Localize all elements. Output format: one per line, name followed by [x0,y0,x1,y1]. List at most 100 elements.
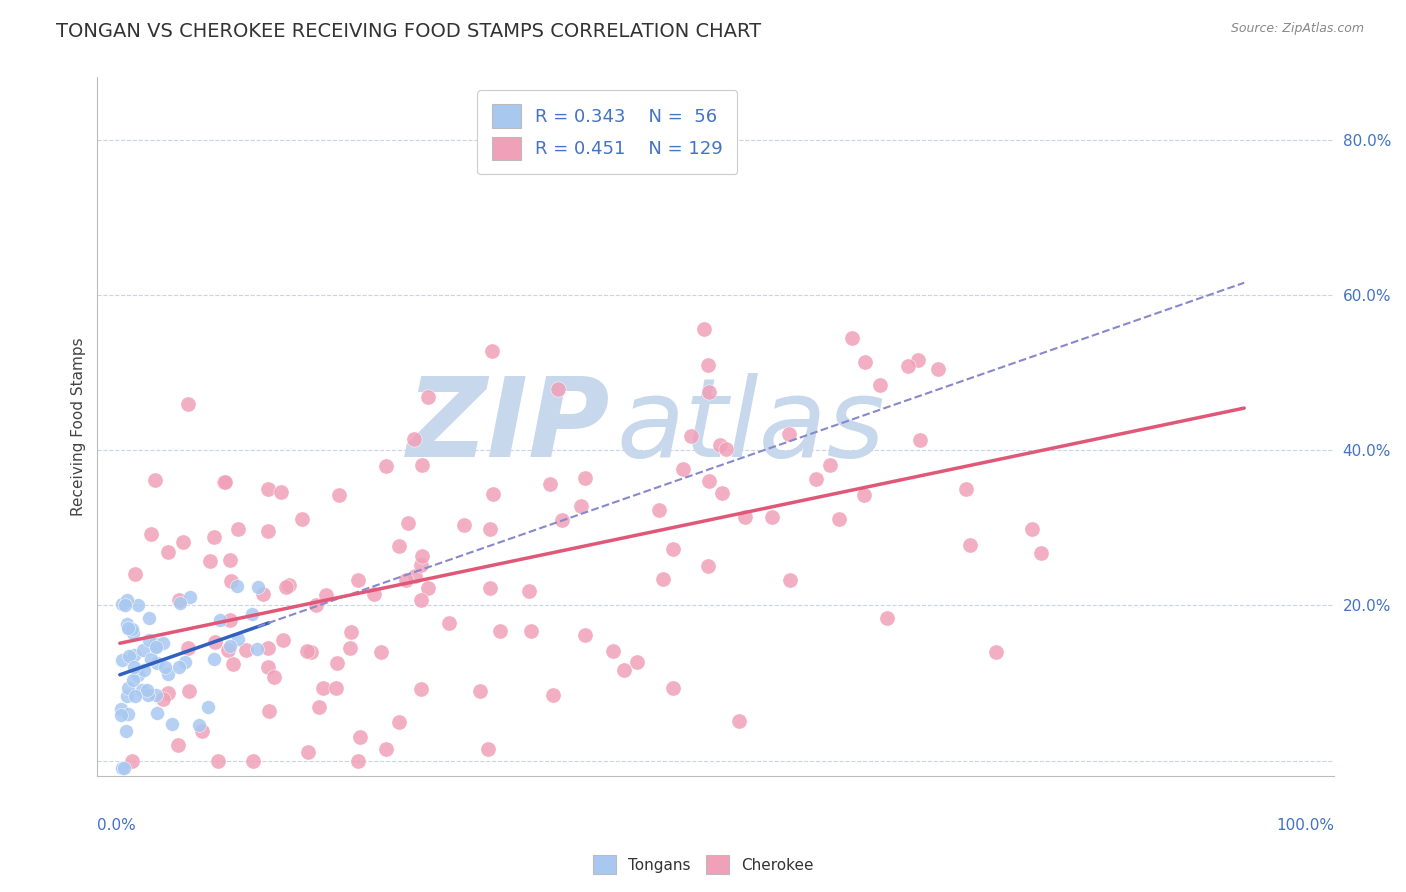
Text: 0.0%: 0.0% [97,818,136,833]
Point [652,572,675,586]
Point [127,667,149,681]
Point [876,611,898,625]
Point [138,611,160,625]
Point [841,331,863,345]
Point [256,641,278,656]
Point [204,635,226,649]
Point [246,642,269,657]
Point [209,613,232,627]
Point [388,539,411,553]
Point [710,486,733,500]
Point [325,681,347,696]
Point [277,578,299,592]
Point [121,622,143,636]
Point [418,390,440,404]
Point [541,688,564,702]
Point [804,472,827,486]
Point [295,644,318,658]
Point [828,512,851,526]
Point [114,724,136,739]
Point [145,656,167,670]
Point [122,659,145,673]
Point [111,653,134,667]
Point [242,607,264,621]
Point [138,633,160,648]
Point [169,596,191,610]
Point [167,738,190,752]
Point [139,526,162,541]
Point [115,592,138,607]
Text: ZIP: ZIP [408,374,610,480]
Point [305,598,328,612]
Point [388,715,411,730]
Point [160,717,183,731]
Point [853,487,876,501]
Point [853,355,876,369]
Point [612,663,634,677]
Point [131,683,153,698]
Point [145,689,167,703]
Text: atlas: atlas [617,374,886,480]
Point [697,559,720,574]
Point [139,652,162,666]
Point [228,522,250,536]
Point [146,706,169,720]
Point [179,590,201,604]
Point [219,640,242,654]
Point [136,688,159,702]
Point [122,648,145,663]
Point [478,582,501,596]
Point [699,474,721,488]
Point [188,718,211,732]
Point [135,682,157,697]
Point [219,574,242,588]
Point [226,632,249,646]
Point [411,593,433,607]
Point [197,700,219,714]
Point [217,642,239,657]
Point [574,470,596,484]
Point [396,516,419,530]
Point [672,462,695,476]
Text: Source: ZipAtlas.com: Source: ZipAtlas.com [1230,22,1364,36]
Point [190,724,212,739]
Point [212,475,235,490]
Point [1021,522,1043,536]
Point [340,624,363,639]
Point [897,359,920,374]
Point [219,613,242,627]
Point [157,666,180,681]
Point [114,598,136,612]
Point [270,485,292,500]
Point [127,598,149,612]
Point [693,322,716,336]
Point [411,458,433,472]
Point [907,353,929,368]
Point [714,442,737,456]
Point [111,761,134,775]
Point [339,641,361,656]
Point [647,502,669,516]
Point [256,482,278,496]
Point [177,640,200,655]
Point [375,742,398,756]
Point [662,541,685,556]
Point [569,500,592,514]
Point [955,482,977,496]
Point [779,573,801,587]
Point [312,681,335,696]
Point [315,588,337,602]
Point [411,549,433,563]
Point [145,639,167,653]
Point [416,582,439,596]
Point [470,684,492,698]
Legend: Tongans, Cherokee: Tongans, Cherokee [586,849,820,880]
Text: 100.0%: 100.0% [1277,818,1334,833]
Point [200,554,222,568]
Point [291,512,314,526]
Point [156,686,179,700]
Point [257,660,280,674]
Point [437,616,460,631]
Point [402,432,425,446]
Point [1031,545,1053,559]
